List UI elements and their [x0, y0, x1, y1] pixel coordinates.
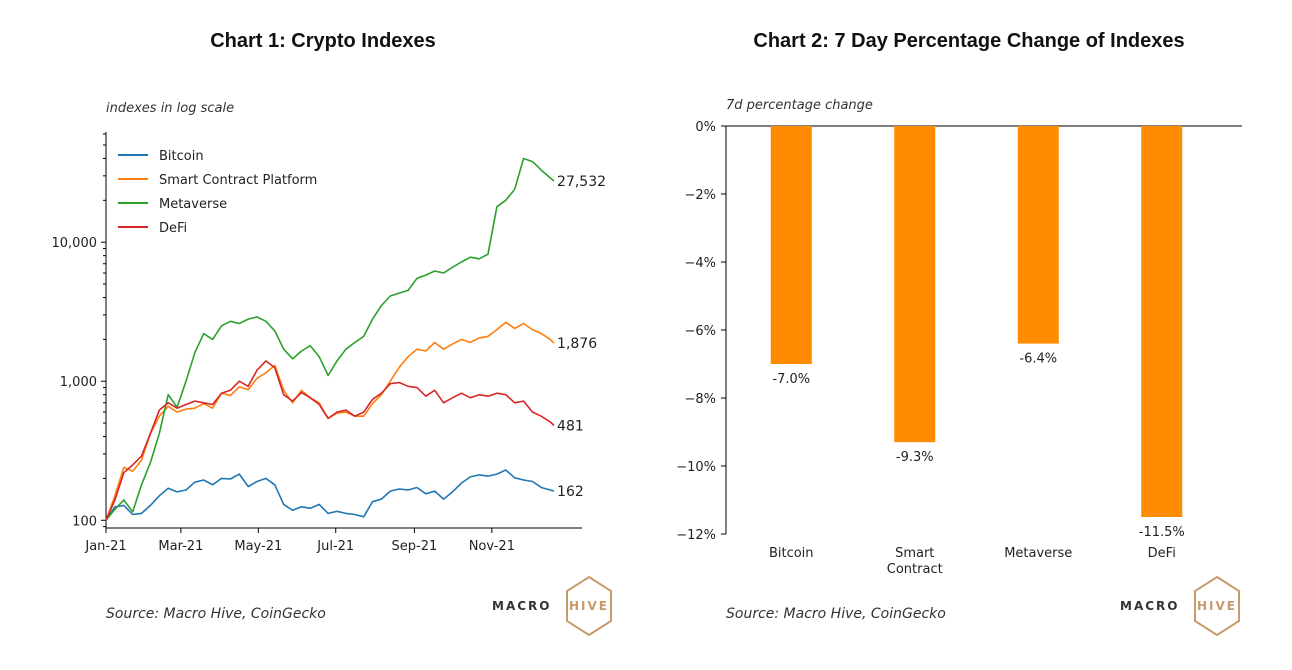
x-category-label: Contract: [887, 562, 943, 577]
chart-1-subtitle: indexes in log scale: [106, 101, 234, 116]
x-category-label: Smart: [895, 546, 934, 561]
chart-1-source: Source: Macro Hive, CoinGecko: [106, 606, 326, 622]
macro-hive-logo: MACRO HIVE: [1120, 575, 1250, 641]
chart-2-source: Source: Macro Hive, CoinGecko: [726, 606, 946, 622]
bar-value-label: -7.0%: [772, 372, 810, 387]
y-tick-label: −2%: [684, 188, 716, 203]
y-tick-label: −12%: [676, 528, 716, 543]
y-tick-label: 1,000: [60, 375, 97, 390]
chart-2-subtitle: 7d percentage change: [726, 98, 873, 113]
legend-label: Metaverse: [159, 197, 227, 212]
x-tick-label: Jul-21: [316, 539, 354, 554]
y-tick-label: 0%: [695, 120, 716, 135]
y-tick-label: 10,000: [52, 236, 98, 251]
y-tick-label: −10%: [676, 460, 716, 475]
bar-3: [1017, 126, 1059, 344]
chart-2-plot: 7d percentage change 0% −2% −4% −6% −8% −10% −1…: [676, 98, 1242, 577]
bar-value-label: -9.3%: [896, 450, 934, 465]
logo-text-macro: MACRO: [1120, 599, 1180, 613]
series-line-3: [105, 157, 555, 521]
y-tick-label: −8%: [684, 392, 716, 407]
legend-label: Bitcoin: [159, 149, 204, 164]
series-end-label: 1,876: [557, 336, 597, 352]
x-category-label: Metaverse: [1004, 546, 1072, 561]
series-end-label: 27,532: [557, 174, 606, 190]
y-tick-label: −4%: [684, 256, 716, 271]
chart-1-plot: indexes in log scale 100 1,000 10,000 Jan-21…: [52, 101, 607, 554]
chart-1-title: Chart 1: Crypto Indexes: [210, 30, 436, 52]
x-tick-label: Sep-21: [392, 539, 438, 554]
x-category-label: Bitcoin: [769, 546, 814, 561]
bar-value-label: -6.4%: [1019, 352, 1057, 367]
chart-2-panel: Chart 2: 7 Day Percentage Change of Inde…: [646, 0, 1292, 670]
chart-1-panel: Chart 1: Crypto Indexes indexes in log s…: [52, 30, 622, 641]
bar-2: [894, 126, 936, 443]
hexagon-icon: [1194, 575, 1240, 637]
hexagon-icon: [566, 575, 612, 637]
bar-1: [770, 126, 812, 364]
x-category-label: DeFi: [1148, 546, 1176, 561]
x-tick-label: Mar-21: [158, 539, 203, 554]
series-end-label: 481: [557, 418, 584, 434]
x-tick-label: Nov-21: [469, 539, 515, 554]
logo-text-hive: HIVE: [1197, 599, 1237, 613]
series-end-label: 162: [557, 484, 584, 500]
x-tick-label: Jan-21: [84, 539, 126, 554]
legend-label: DeFi: [159, 221, 187, 236]
y-tick-label: −6%: [684, 324, 716, 339]
x-tick-label: May-21: [234, 539, 282, 554]
series-line-1: [105, 469, 555, 521]
series-line-4: [105, 360, 555, 521]
chart-2-title: Chart 2: 7 Day Percentage Change of Inde…: [753, 30, 1185, 52]
bar-value-label: -11.5%: [1139, 525, 1185, 540]
macro-hive-logo: MACRO HIVE: [492, 575, 622, 641]
logo-text-macro: MACRO: [492, 599, 552, 613]
legend-label: Smart Contract Platform: [159, 173, 317, 188]
y-tick-label: 100: [72, 514, 97, 529]
bar-4: [1141, 126, 1183, 517]
logo-text-hive: HIVE: [569, 599, 609, 613]
